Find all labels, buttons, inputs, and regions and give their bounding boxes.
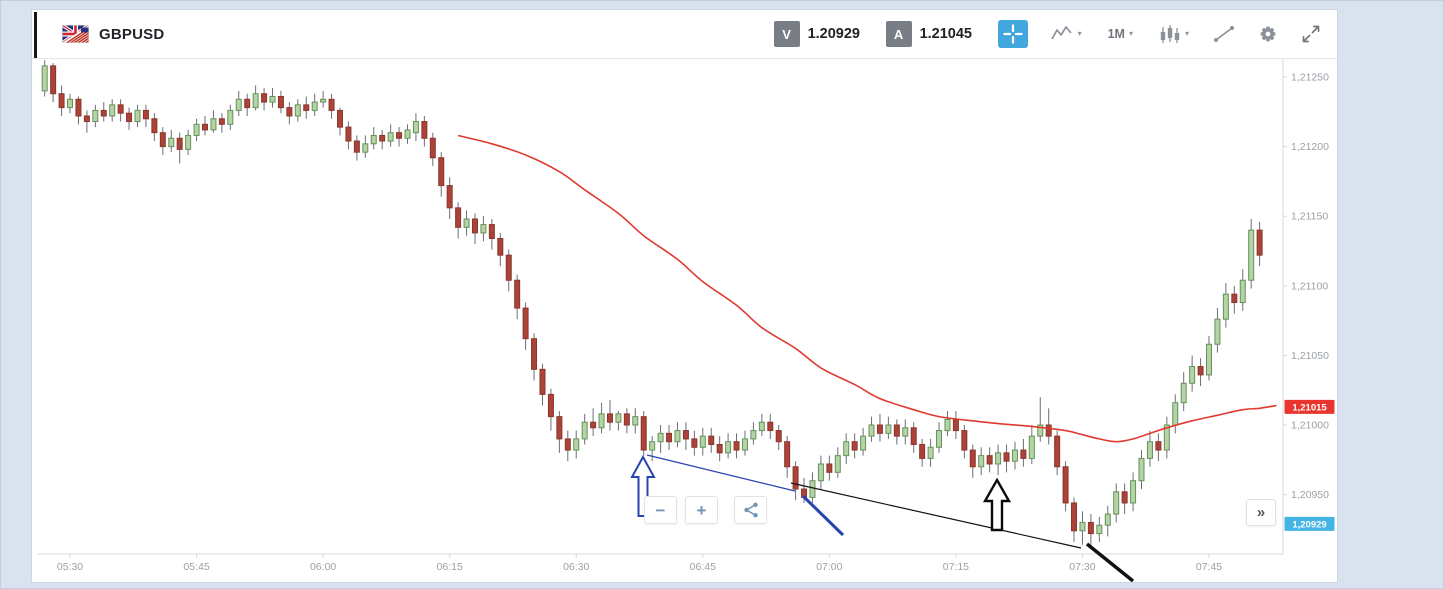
price-marker-label: 1,20929 — [1292, 519, 1326, 530]
price-axis-labels: 1,21250 1,21200 1,21150 1,21100 1,21050 1,210… — [1283, 72, 1329, 501]
axes-layer — [38, 59, 1284, 555]
time-tick-label: 06:15 — [437, 561, 463, 573]
zoom-controls: − + — [644, 496, 767, 524]
time-tick-label: 07:30 — [1069, 561, 1095, 573]
chevron-down-icon: ▾ — [1077, 29, 1082, 38]
time-tick-label: 07:00 — [816, 561, 842, 573]
time-tick-label: 05:30 — [57, 561, 83, 573]
sell-button[interactable]: V — [773, 21, 800, 47]
sell-price: 1.20929 — [807, 26, 860, 42]
price-marker — [1284, 516, 1335, 531]
share-icon — [743, 502, 758, 518]
settings-button[interactable] — [1255, 21, 1281, 47]
chevron-down-icon: ▾ — [1184, 29, 1189, 38]
buy-price: 1.21045 — [919, 26, 972, 42]
price-tick-label: 1,21000 — [1291, 420, 1329, 432]
time-tick-label: 07:15 — [943, 561, 969, 573]
indicator-dropdown[interactable]: ▾ — [1046, 22, 1086, 46]
symbol-label: GBPUSD — [99, 25, 165, 43]
price-marker-label: 1,21015 — [1292, 402, 1327, 413]
price-markers-layer: 1,21015 1,20929 — [1284, 399, 1335, 531]
timeframe-dropdown[interactable]: 1M ▾ — [1104, 25, 1137, 43]
time-tick-label: 05:45 — [183, 561, 209, 573]
crosshair-button[interactable] — [997, 20, 1028, 48]
price-tick-label: 1,21100 — [1291, 280, 1328, 292]
candlestick-icon — [1160, 25, 1180, 43]
trendline-annotation[interactable] — [801, 494, 845, 537]
up-arrow-annotation[interactable] — [982, 477, 1012, 532]
chart-plot-area[interactable]: 1,21250 1,21200 1,21150 1,21100 1,21050 1,210… — [32, 59, 1337, 582]
gbpusd-flag-icon — [62, 25, 89, 43]
chart-toolbar: GBPUSD V 1.20929 A 1.21045 ▾ — [32, 10, 1337, 59]
line-chart-icon — [1050, 26, 1072, 40]
price-tick-label: 1,21200 — [1291, 141, 1329, 153]
share-button[interactable] — [734, 496, 767, 524]
timeframe-label: 1M — [1107, 27, 1125, 41]
up-arrow-annotation[interactable] — [630, 454, 656, 517]
time-tick-label: 06:30 — [563, 561, 589, 573]
buy-button[interactable]: A — [885, 21, 912, 47]
toolbar-controls: V 1.20929 A 1.21045 ▾ 1M ▾ — [773, 20, 1323, 48]
collapse-icon — [1302, 25, 1320, 43]
price-tick-label: 1,21050 — [1291, 350, 1329, 362]
trendline-annotation[interactable] — [646, 454, 796, 492]
price-marker — [1284, 399, 1335, 414]
price-tick-label: 1,20950 — [1291, 489, 1329, 501]
time-tick-label: 06:45 — [690, 561, 716, 573]
zoom-in-button[interactable]: + — [685, 496, 718, 524]
collapse-button[interactable] — [1299, 22, 1323, 46]
moving-average-line — [457, 134, 1277, 443]
price-tick-label: 1,21250 — [1291, 72, 1329, 84]
time-tick-label: 06:00 — [310, 561, 336, 573]
trendline-annotation[interactable] — [790, 482, 1082, 549]
gear-icon — [1260, 26, 1276, 42]
zoom-out-button[interactable]: − — [644, 496, 677, 524]
expand-button[interactable]: » — [1246, 499, 1276, 526]
price-tick-label: 1,21150 — [1291, 211, 1328, 223]
compare-button[interactable] — [1211, 22, 1237, 46]
chart-panel: GBPUSD V 1.20929 A 1.21045 ▾ — [31, 9, 1338, 583]
panel-edge-accent — [34, 12, 37, 58]
candles-layer — [41, 60, 1263, 548]
time-axis-labels: 05:30 05:45 06:00 06:15 06:30 06:45 07:00 07:15… — [57, 554, 1222, 573]
trendline-annotation[interactable] — [1085, 542, 1135, 582]
annotations-layer — [630, 454, 1135, 582]
time-tick-label: 07:45 — [1196, 561, 1222, 573]
chevron-down-icon: ▾ — [1128, 29, 1133, 38]
chart-style-dropdown[interactable]: ▾ — [1155, 22, 1193, 46]
instrument-header: GBPUSD — [62, 25, 164, 43]
compare-icon — [1214, 26, 1234, 42]
crosshair-icon — [1002, 24, 1023, 44]
